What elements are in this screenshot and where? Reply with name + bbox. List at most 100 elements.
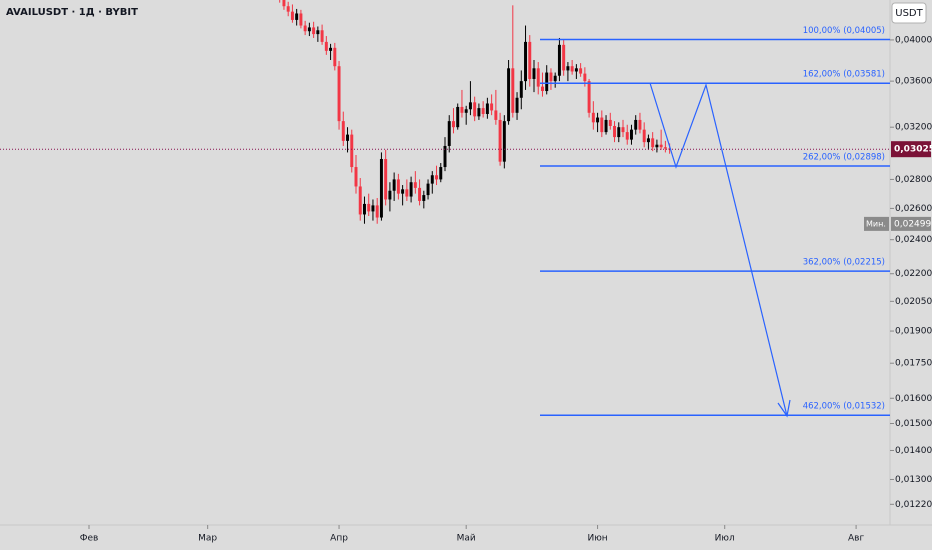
- candle-body: [629, 129, 633, 140]
- candle-body: [532, 68, 536, 79]
- candle-body: [591, 112, 595, 123]
- candle-body: [511, 68, 515, 113]
- candle-body: [303, 25, 307, 32]
- candle-body: [579, 68, 583, 74]
- candle-body: [553, 75, 557, 82]
- candle-body: [519, 81, 523, 98]
- candle-body: [447, 121, 451, 146]
- candle-body: [375, 205, 379, 218]
- fib-level-label: 262,00% (0,02898): [803, 152, 885, 162]
- candle-body: [596, 117, 600, 123]
- fib-level-label: 162,00% (0,03581): [803, 70, 885, 80]
- currency-button[interactable]: [891, 2, 927, 24]
- candle-body: [367, 203, 371, 212]
- candle-body: [642, 129, 646, 143]
- candle-body: [341, 121, 345, 141]
- y-tick-label: 0,02400: [895, 235, 932, 245]
- candle-body: [451, 121, 455, 128]
- candle-body: [507, 68, 511, 122]
- candle-body: [430, 175, 434, 184]
- candle-body: [498, 119, 502, 162]
- candle-body: [290, 11, 294, 20]
- x-tick-label: Июн: [587, 534, 607, 544]
- candle-body: [413, 182, 417, 188]
- candle-body: [549, 72, 553, 82]
- candle-body: [299, 13, 303, 26]
- candle-body: [583, 73, 587, 82]
- candle-body: [545, 72, 549, 92]
- x-tick-label: Июл: [715, 534, 735, 544]
- candle-body: [362, 203, 366, 215]
- projection-arrow: [777, 399, 791, 418]
- current-price-tag: [891, 141, 931, 158]
- y-tick-label: 0,02800: [895, 175, 932, 185]
- min-price-tag: [891, 216, 931, 231]
- candle-body: [659, 144, 663, 148]
- candle-body: [655, 144, 659, 148]
- y-tick-label: 0,01400: [895, 446, 932, 456]
- candle-body: [494, 110, 498, 120]
- candle-body: [392, 179, 396, 191]
- candle-body: [617, 127, 621, 138]
- projection-path: [649, 82, 788, 417]
- candle-body: [502, 121, 506, 162]
- y-tick-label: 0,03200: [895, 123, 932, 133]
- candle-body: [316, 30, 320, 35]
- candle-body: [638, 119, 642, 130]
- candle-body: [524, 41, 528, 82]
- candle-body: [358, 186, 362, 215]
- y-tick-label: 0,02050: [895, 297, 932, 307]
- x-tick-label: Фев: [80, 534, 99, 544]
- candle-body: [354, 167, 358, 187]
- candle-body: [320, 30, 324, 42]
- candle-body: [379, 159, 383, 218]
- candle-body: [625, 132, 629, 140]
- candle-body: [613, 125, 617, 138]
- candle-body: [621, 127, 625, 133]
- candle-body: [473, 102, 477, 117]
- y-tick-label: 0,02600: [895, 204, 932, 214]
- candle-body: [388, 190, 392, 200]
- candle-body: [646, 138, 650, 143]
- candle-body: [570, 66, 574, 72]
- x-tick-label: Апр: [330, 534, 348, 544]
- y-tick-label: 0,02200: [895, 269, 932, 279]
- x-tick-label: Май: [457, 534, 476, 544]
- candle-body: [396, 179, 400, 194]
- candle-body: [435, 175, 439, 180]
- candle-body: [401, 189, 405, 194]
- candle-body: [337, 66, 341, 122]
- candle-body: [307, 27, 311, 32]
- current-price-label: 0,03025: [894, 145, 932, 155]
- candle-body: [536, 68, 540, 87]
- candle-body: [540, 86, 544, 92]
- candle-body: [477, 108, 481, 117]
- y-tick-label: 0,01500: [895, 419, 932, 429]
- candle-body: [515, 97, 519, 113]
- y-tick-label: 0,01750: [895, 359, 932, 369]
- candle-body: [481, 108, 485, 114]
- candle-body: [333, 47, 337, 67]
- candle-body: [324, 41, 328, 51]
- min-price-label: 0,02499: [894, 219, 931, 229]
- candle-body: [422, 195, 426, 201]
- candle-body: [562, 44, 566, 71]
- candle-body: [608, 119, 612, 126]
- fib-level-label: 462,00% (0,01532): [803, 402, 885, 412]
- candle-body: [346, 134, 350, 141]
- candle-body: [384, 159, 388, 200]
- candle-body: [456, 106, 460, 128]
- x-tick-label: Авг: [848, 534, 864, 544]
- candle-body: [468, 102, 472, 110]
- currency-label[interactable]: USDT: [895, 8, 923, 19]
- y-tick-label: 0,01220: [895, 500, 932, 510]
- candle-body: [329, 47, 333, 51]
- candle-body: [426, 183, 430, 196]
- candle-body: [528, 41, 532, 79]
- candle-body: [663, 147, 667, 149]
- fib-level-label: 100,00% (0,04005): [803, 26, 885, 36]
- y-tick-label: 0,01900: [895, 327, 932, 337]
- candle-body: [600, 117, 604, 133]
